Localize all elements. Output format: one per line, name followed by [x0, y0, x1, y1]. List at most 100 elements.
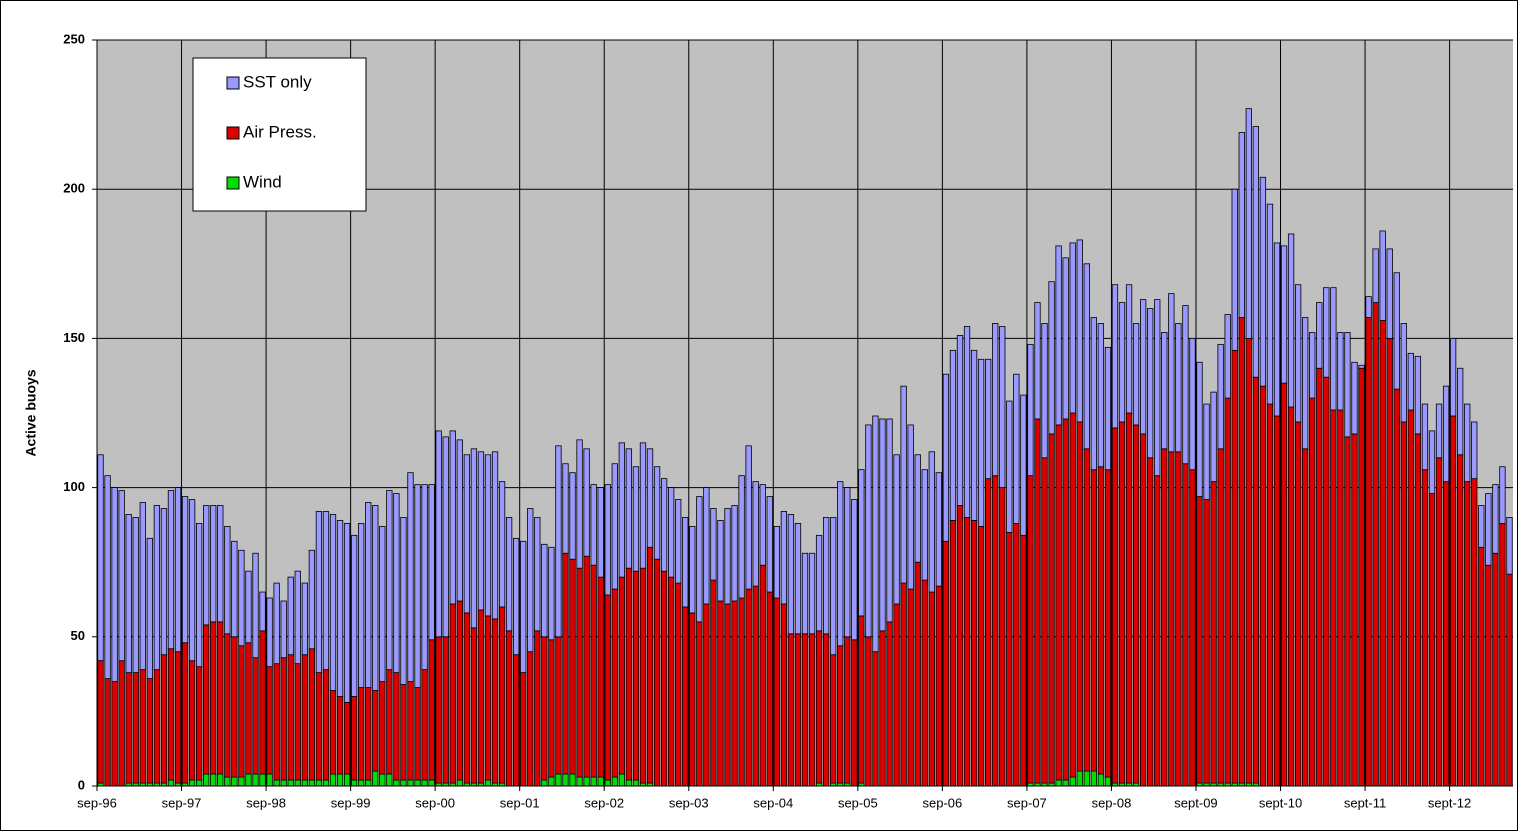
y-tick-label: 100 — [63, 479, 85, 494]
x-tick-label: sept-11 — [1344, 795, 1386, 810]
bar-segment — [386, 773, 393, 787]
bar-segment — [287, 576, 294, 656]
bar-segment — [167, 648, 175, 781]
bar-segment — [449, 603, 456, 784]
bar-segment — [1245, 108, 1252, 339]
bar-segment — [970, 520, 978, 787]
bar-segment — [604, 779, 611, 787]
bar-segment — [1435, 457, 1443, 787]
bar-segment — [527, 508, 534, 653]
bar-segment — [1048, 281, 1055, 435]
bar-segment — [766, 496, 773, 593]
bar-segment — [815, 630, 823, 784]
bar-segment — [1111, 427, 1119, 784]
bar-segment — [963, 326, 971, 518]
bar-segment — [280, 657, 287, 781]
bar-segment — [160, 654, 168, 784]
bar-segment — [343, 702, 351, 775]
bar-segment — [513, 537, 520, 656]
bar-segment — [1506, 573, 1513, 787]
bar-segment — [970, 349, 978, 521]
bar-segment — [210, 621, 217, 775]
bar-segment — [505, 630, 513, 787]
bar-segment — [625, 448, 633, 569]
bar-segment — [196, 666, 203, 781]
bar-segment — [329, 690, 337, 775]
bar-segment — [928, 451, 935, 593]
bar-segment — [400, 517, 407, 685]
bar-segment — [766, 591, 773, 787]
bar-segment — [1492, 552, 1499, 787]
bar-segment — [569, 472, 576, 560]
bar-segment — [794, 523, 802, 635]
x-tick-label: sep-98 — [246, 795, 286, 810]
bar-segment — [1344, 436, 1351, 787]
bar-segment — [259, 591, 266, 632]
bar-segment — [914, 454, 921, 563]
bar-segment — [1449, 337, 1457, 417]
bar-segment — [1259, 385, 1267, 787]
bar-segment — [886, 418, 893, 623]
bar-segment — [1104, 469, 1112, 778]
bar-segment — [231, 540, 238, 638]
bar-segment — [590, 776, 597, 787]
bar-segment — [893, 603, 900, 787]
bar-segment — [900, 582, 907, 787]
bar-segment — [844, 487, 851, 638]
bar-segment — [1055, 779, 1062, 787]
bar-segment — [569, 558, 576, 775]
bar-segment — [639, 442, 647, 569]
bar-segment — [1393, 272, 1400, 390]
bar-segment — [153, 669, 161, 784]
bar-segment — [1006, 400, 1013, 533]
bar-segment — [245, 773, 252, 787]
bar-segment — [1231, 349, 1238, 784]
bar-segment — [527, 651, 534, 787]
bar-segment — [358, 523, 365, 688]
bar-segment — [315, 779, 323, 787]
bar-segment — [1168, 293, 1175, 453]
bar-segment — [1266, 203, 1274, 405]
bar-segment — [780, 603, 788, 787]
legend-box — [192, 57, 367, 212]
bar-segment — [717, 520, 724, 602]
bar-segment — [837, 481, 844, 647]
legend-swatch — [226, 76, 240, 90]
bar-segment — [1140, 299, 1147, 435]
bar-segment — [196, 779, 203, 787]
bar-segment — [1027, 475, 1034, 784]
bar-segment — [217, 505, 224, 623]
x-tick-label: sep-02 — [584, 795, 624, 810]
bar-segment — [336, 696, 344, 775]
bar-segment — [935, 585, 942, 787]
bar-segment — [336, 773, 344, 787]
bar-segment — [273, 663, 280, 781]
bar-segment — [365, 502, 372, 688]
bar-segment — [1358, 367, 1365, 787]
bar-segment — [365, 779, 372, 787]
bar-segment — [1238, 317, 1245, 784]
bar-segment — [583, 555, 590, 778]
bar-segment — [125, 672, 132, 784]
bar-segment — [1407, 352, 1414, 411]
bar-segment — [1337, 409, 1344, 787]
bar-segment — [238, 776, 245, 787]
bar-segment — [534, 517, 541, 632]
bar-segment — [435, 430, 442, 638]
bar-segment — [675, 582, 682, 787]
bar-segment — [217, 621, 224, 775]
bar-segment — [1147, 308, 1154, 459]
bar-segment — [949, 520, 957, 787]
bar-segment — [513, 654, 520, 787]
bar-segment — [428, 484, 435, 641]
bar-segment — [146, 678, 153, 784]
bar-segment — [689, 525, 696, 614]
bar-segment — [1478, 546, 1485, 787]
bar-segment — [1449, 415, 1457, 787]
bar-segment — [1478, 505, 1485, 548]
bar-segment — [646, 448, 654, 548]
bar-segment — [1259, 176, 1267, 387]
bar-segment — [245, 570, 252, 644]
